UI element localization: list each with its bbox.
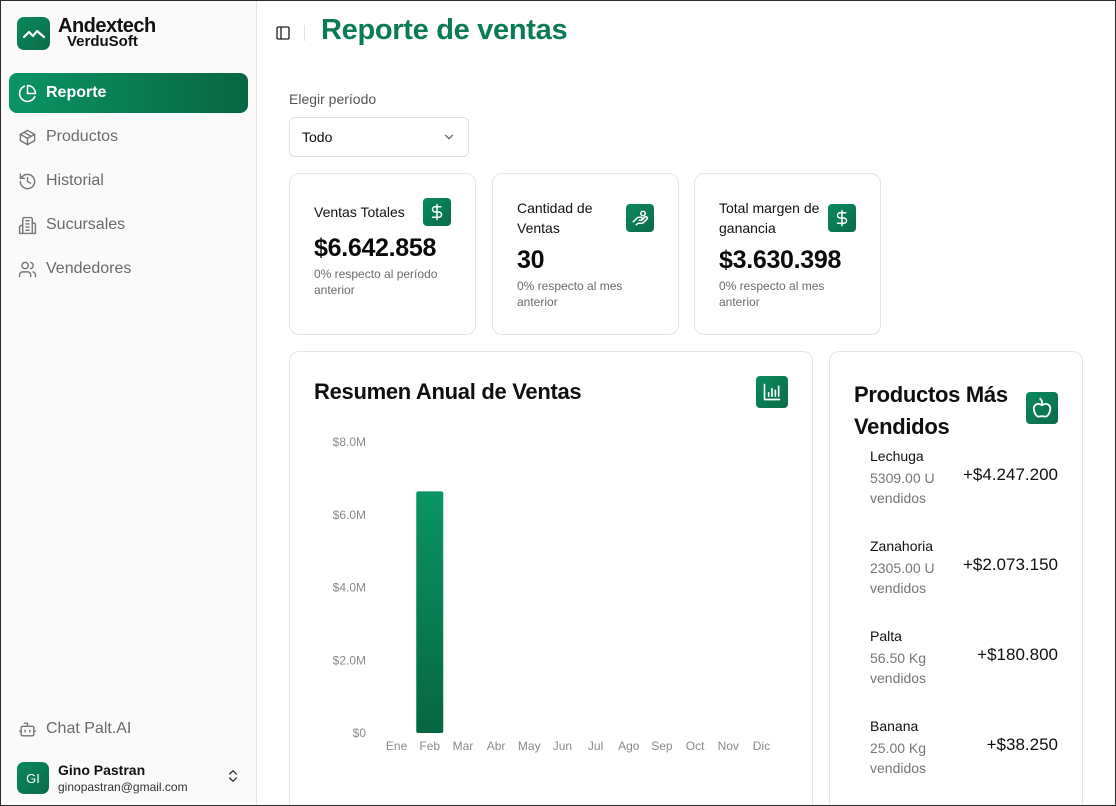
sidebar-item-reporte[interactable]: Reporte	[9, 73, 248, 113]
sidebar-item-historial[interactable]: Historial	[9, 161, 248, 201]
sidebar-item-vendedores[interactable]: Vendedores	[9, 249, 248, 289]
stat-card-ventas-totales: Ventas Totales $6.642.858 0% respecto al…	[289, 173, 476, 335]
bar-feb[interactable]	[416, 491, 444, 733]
x-tick-label: Abr	[487, 739, 506, 753]
sidebar: Andextech VerduSoft Reporte Productos Hi…	[1, 1, 257, 805]
stat-sub: 0% respecto al mes anterior	[517, 279, 623, 309]
page-title: Reporte de ventas	[321, 14, 568, 46]
y-tick-label: $0	[353, 726, 367, 740]
y-tick-label: $2.0M	[333, 653, 366, 667]
brand-logo-icon	[17, 17, 50, 50]
sidebar-item-label: Vendedores	[46, 260, 132, 277]
bot-icon	[18, 721, 37, 737]
chevron-down-icon	[444, 134, 454, 140]
sidebar-item-label: Sucursales	[46, 216, 126, 233]
apple-icon	[1026, 392, 1058, 424]
sidebar-nav: Reporte Productos Historial Sucursales V…	[9, 73, 248, 293]
chat-label: Chat Palt.AI	[46, 720, 132, 737]
x-tick-label: Jul	[588, 739, 603, 753]
period-select-value: Todo	[302, 129, 333, 145]
sidebar-item-chat[interactable]: Chat Palt.AI	[9, 709, 248, 749]
chart-card: $0 $2.0M $4.0M $6.0M $8.0M Ene Feb Mar Abr May Jun…	[289, 351, 813, 806]
sidebar-toggle-icon[interactable]	[275, 25, 291, 41]
sidebar-item-label: Productos	[46, 128, 119, 145]
sales-bar-chart: $0 $2.0M $4.0M $6.0M $8.0M Ene Feb Mar Abr May Jun…	[333, 435, 770, 753]
product-name: Lechuga	[870, 448, 924, 464]
list-item: Zanahoria 2305.00 U vendidos +$2.073.150	[870, 538, 1060, 602]
dollar-icon	[828, 204, 856, 232]
y-tick-label: $4.0M	[333, 581, 366, 595]
x-tick-label: Mar	[453, 739, 474, 753]
main-content: Reporte de ventas Elegir período Todo Ve…	[257, 1, 1115, 806]
stat-value: $3.630.398	[719, 246, 842, 274]
stat-title: Total margen de ganancia	[719, 200, 820, 236]
x-tick-label: Oct	[686, 739, 705, 753]
brand-sub: VerduSoft	[67, 32, 138, 50]
product-qty: 56.50 Kg vendidos	[870, 650, 927, 686]
product-qty: 5309.00 U vendidos	[870, 470, 935, 506]
y-tick-label: $6.0M	[333, 508, 366, 522]
x-tick-label: Dic	[753, 739, 770, 753]
sidebar-item-productos[interactable]: Productos	[9, 117, 248, 157]
x-tick-label: May	[518, 739, 541, 753]
chart-title: Resumen Anual de Ventas	[314, 379, 582, 404]
top-products-card: Productos Más Vendidos Lechuga 5309.00 U…	[829, 351, 1083, 806]
stat-sub: 0% respecto al período anterior	[314, 267, 438, 297]
top-products-title: Productos Más Vendidos	[854, 382, 1008, 439]
product-amount: +$2.073.150	[962, 555, 1058, 574]
stat-title: Ventas Totales	[314, 204, 405, 220]
stat-card-margen-ganancia: Total margen de ganancia $3.630.398 0% r…	[694, 173, 881, 335]
x-tick-label: Jun	[553, 739, 572, 753]
list-item: Palta 56.50 Kg vendidos +$180.800	[870, 628, 1060, 692]
product-amount: +$38.250	[986, 735, 1058, 754]
dollar-icon	[423, 198, 451, 226]
x-tick-label: Sep	[651, 739, 673, 753]
stat-value: 30	[517, 246, 545, 274]
hand-coins-icon	[626, 204, 654, 232]
x-tick-label: Nov	[718, 739, 739, 753]
brand-name: Andextech	[58, 14, 156, 37]
users-icon	[18, 261, 37, 277]
stat-sub: 0% respecto al mes anterior	[719, 279, 825, 309]
period-label: Elegir período	[289, 91, 377, 107]
product-name: Banana	[870, 718, 919, 734]
stat-card-cantidad-ventas: Cantidad de Ventas 30 0% respecto al mes…	[492, 173, 679, 335]
product-qty: 2305.00 U vendidos	[870, 560, 935, 596]
x-tick-label: Ene	[386, 739, 408, 753]
bar-chart-icon	[756, 376, 788, 408]
chevrons-up-down-icon[interactable]	[225, 768, 241, 784]
period-select[interactable]: Todo	[289, 117, 469, 157]
user-email: ginopastran@gmail.com	[58, 779, 188, 794]
stat-title: Cantidad de Ventas	[517, 200, 593, 236]
header-divider	[304, 25, 305, 41]
pie-chart-icon	[18, 84, 37, 102]
list-item: Lechuga 5309.00 U vendidos +$4.247.200	[870, 448, 1060, 512]
product-amount: +$180.800	[977, 645, 1058, 664]
brand[interactable]: Andextech VerduSoft	[17, 14, 156, 50]
stat-value: $6.642.858	[314, 234, 437, 262]
list-item: Banana 25.00 Kg vendidos +$38.250	[870, 718, 1060, 782]
x-tick-label: Ago	[618, 739, 640, 753]
user-menu[interactable]: GI Gino Pastran ginopastran@gmail.com	[17, 760, 245, 796]
avatar: GI	[17, 762, 49, 794]
product-name: Zanahoria	[870, 538, 934, 554]
sidebar-item-sucursales[interactable]: Sucursales	[9, 205, 248, 245]
box-icon	[19, 129, 36, 145]
product-name: Palta	[870, 628, 902, 644]
x-tick-label: Feb	[419, 739, 440, 753]
product-amount: +$4.247.200	[962, 465, 1058, 484]
user-name: Gino Pastran	[58, 761, 146, 778]
sidebar-item-label: Reporte	[46, 84, 107, 101]
product-qty: 25.00 Kg vendidos	[870, 740, 927, 776]
history-icon	[19, 173, 36, 189]
y-tick-label: $8.0M	[333, 435, 366, 449]
sidebar-item-label: Historial	[46, 172, 104, 189]
building-icon	[18, 216, 37, 234]
